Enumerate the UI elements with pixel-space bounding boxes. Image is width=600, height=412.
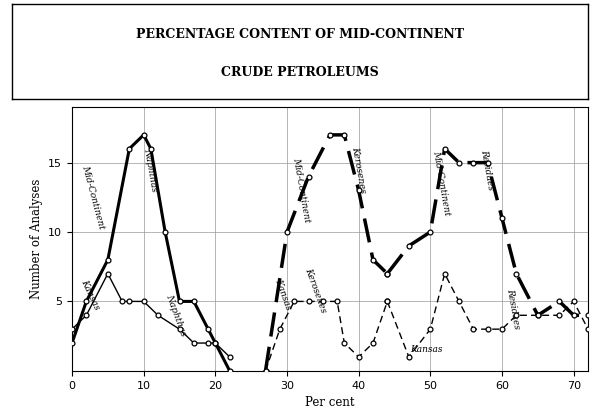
Text: CRUDE PETROLEUMS: CRUDE PETROLEUMS [221, 66, 379, 79]
Text: Residues: Residues [479, 149, 496, 191]
Text: Mid-Continent: Mid-Continent [431, 150, 451, 217]
Text: Mid-Continent: Mid-Continent [291, 157, 311, 224]
Text: Kansas: Kansas [79, 278, 101, 311]
Text: Residues: Residues [505, 287, 521, 329]
Y-axis label: Number of Analyses: Number of Analyses [30, 179, 43, 299]
Text: Kerosenes: Kerosenes [304, 267, 328, 314]
Text: PERCENTAGE CONTENT OF MID-CONTINENT: PERCENTAGE CONTENT OF MID-CONTINENT [136, 28, 464, 41]
Text: Mid-Continent: Mid-Continent [80, 164, 106, 230]
Text: Kansas: Kansas [274, 278, 293, 311]
Text: Kerosenes: Kerosenes [350, 145, 367, 194]
Text: Naphthas: Naphthas [143, 147, 159, 192]
Text: Naphthas: Naphthas [164, 293, 188, 337]
Text: Kansas: Kansas [410, 346, 443, 354]
X-axis label: Per cent: Per cent [305, 396, 355, 409]
